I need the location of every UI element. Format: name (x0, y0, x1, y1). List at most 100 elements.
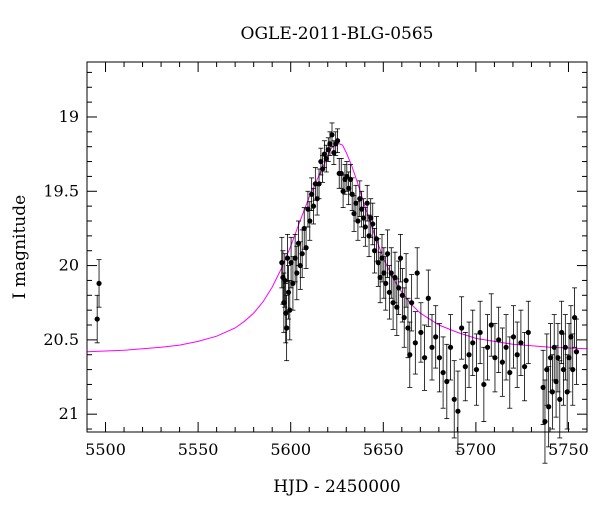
model-curve-layer (86, 143, 588, 353)
data-point (319, 166, 326, 172)
y-axis-label: I magnitude (10, 195, 30, 299)
data-point (310, 203, 317, 209)
data-points-layer (94, 132, 580, 425)
data-point (386, 289, 393, 295)
x-tick-label: 5650 (363, 440, 404, 459)
axis-ticks (86, 62, 588, 432)
data-point (547, 355, 554, 361)
data-point (392, 274, 398, 281)
data-point (329, 132, 335, 138)
x-tick-label: 5500 (85, 440, 126, 459)
data-point (496, 337, 502, 343)
data-point (377, 274, 383, 281)
data-point (549, 389, 555, 395)
data-point (473, 366, 480, 373)
data-point (349, 191, 355, 197)
data-point (407, 352, 413, 358)
data-point (370, 221, 376, 227)
data-point (397, 255, 404, 261)
data-point (285, 289, 292, 295)
data-point (357, 196, 363, 202)
data-point (323, 155, 329, 162)
data-point (499, 359, 505, 365)
data-point (334, 138, 341, 144)
data-point (390, 300, 396, 306)
data-point (287, 307, 293, 313)
model-curve (86, 143, 588, 353)
data-point (518, 340, 524, 346)
data-point (551, 344, 557, 350)
data-point (488, 322, 494, 328)
data-point (571, 314, 578, 321)
data-point (327, 141, 333, 147)
data-point (521, 364, 528, 370)
data-point (314, 196, 320, 202)
data-point (371, 248, 378, 254)
data-point (481, 381, 487, 388)
data-point (557, 396, 563, 402)
data-point (560, 366, 567, 373)
data-point (388, 270, 394, 276)
data-point (562, 344, 568, 350)
y-tick-label: 21 (59, 404, 79, 423)
data-point (294, 270, 300, 276)
data-point (444, 378, 450, 385)
data-point (409, 300, 415, 306)
data-point (414, 270, 420, 276)
x-tick-label: 5750 (548, 440, 589, 459)
data-point (399, 292, 405, 298)
y-tick-label: 19 (59, 107, 79, 126)
data-point (470, 340, 476, 346)
y-tick-label: 20 (59, 256, 79, 275)
data-point (347, 176, 354, 182)
data-point (307, 218, 313, 224)
data-point (396, 285, 402, 291)
data-point (344, 173, 350, 180)
data-point (379, 255, 385, 261)
data-point (366, 233, 372, 239)
data-point (510, 334, 517, 340)
data-point (359, 206, 365, 212)
data-point (312, 181, 318, 187)
data-point (568, 334, 574, 340)
data-point (525, 329, 531, 336)
data-point (299, 251, 305, 257)
data-point (301, 225, 307, 232)
data-point (477, 329, 483, 336)
data-point (462, 364, 468, 370)
data-point (355, 218, 361, 224)
data-point (338, 170, 344, 177)
data-point (421, 355, 428, 361)
data-point (384, 251, 391, 257)
data-point (381, 270, 387, 276)
data-point (394, 304, 400, 310)
data-point (559, 329, 565, 336)
data-point (284, 255, 291, 261)
data-point (564, 389, 570, 395)
data-point (542, 418, 548, 425)
data-point (436, 355, 443, 361)
data-point (440, 369, 446, 376)
data-point (503, 344, 509, 350)
data-point (368, 215, 374, 221)
data-point (94, 316, 100, 322)
data-point (383, 280, 389, 287)
data-point (331, 150, 337, 156)
data-point (555, 355, 561, 361)
x-tick-labels: 5500 5550 5600 5650 5700 5750 (85, 440, 589, 459)
data-point (546, 404, 552, 410)
data-point (318, 158, 324, 165)
data-point (279, 260, 285, 266)
data-point (295, 240, 302, 246)
data-point (412, 340, 418, 346)
data-point (282, 277, 288, 284)
x-tick-label: 5550 (178, 440, 219, 459)
data-point (425, 295, 431, 301)
data-point (540, 384, 546, 391)
data-point (96, 280, 102, 287)
data-point (466, 352, 472, 358)
data-point (309, 191, 315, 197)
data-point (405, 325, 411, 331)
data-point (566, 355, 572, 361)
